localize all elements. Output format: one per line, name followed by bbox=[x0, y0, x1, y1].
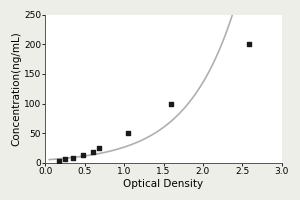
Point bbox=[90, 151, 95, 154]
Point bbox=[81, 154, 85, 157]
Point bbox=[70, 157, 75, 160]
X-axis label: Optical Density: Optical Density bbox=[123, 179, 204, 189]
Point bbox=[246, 43, 251, 46]
Point bbox=[126, 132, 130, 135]
Point bbox=[63, 158, 68, 161]
Point bbox=[56, 160, 61, 163]
Point bbox=[169, 102, 174, 105]
Y-axis label: Concentration(ng/mL): Concentration(ng/mL) bbox=[11, 31, 21, 146]
Point bbox=[97, 146, 101, 149]
